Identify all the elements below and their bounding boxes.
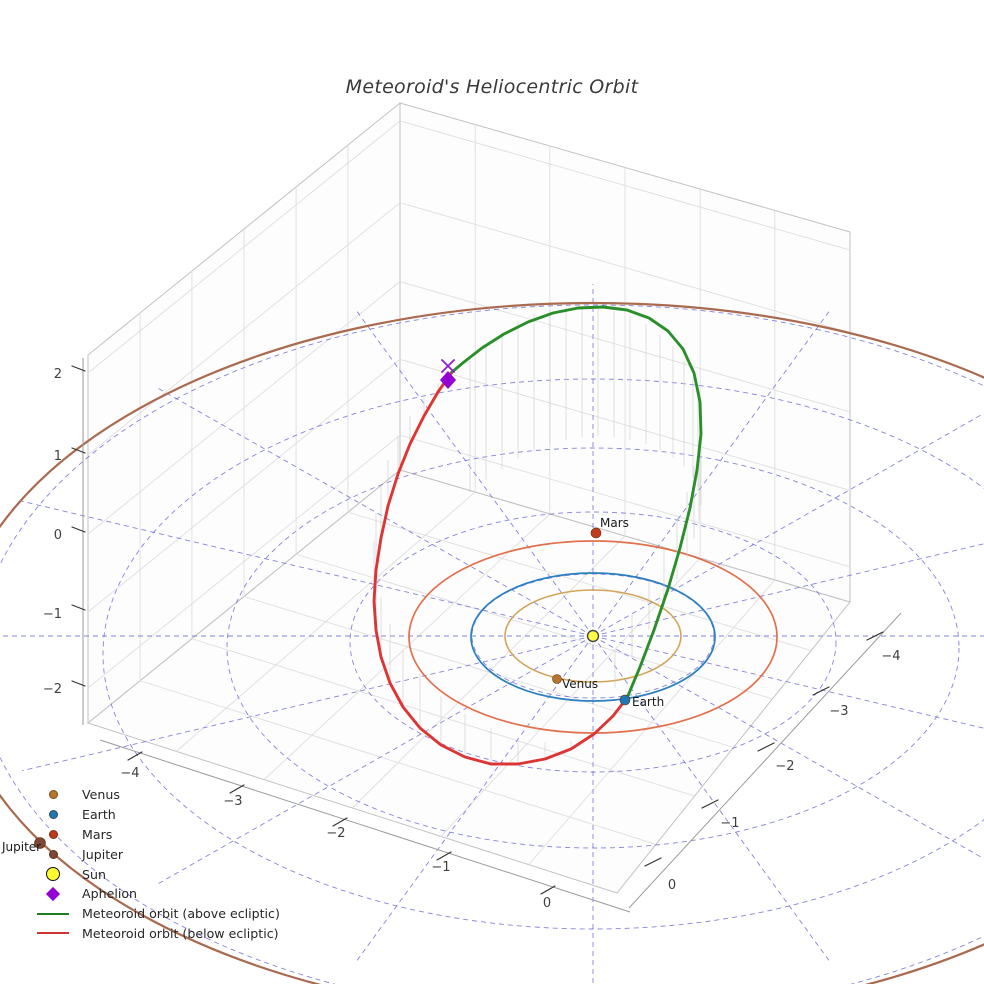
left-pane-zgrid-line — [87, 281, 401, 535]
legend-item-earth: Earth — [30, 805, 280, 825]
x-tick — [127, 751, 143, 761]
earth-marker — [619, 694, 631, 706]
left-pane-zgrid-line — [87, 120, 401, 374]
mars-marker — [590, 527, 602, 539]
x-tick-label: −4 — [120, 766, 139, 781]
z-tick-label: 2 — [54, 367, 62, 382]
x-tick-label: −2 — [326, 826, 345, 841]
legend-swatch-venus-marker-icon — [30, 790, 76, 800]
y-axis-line — [628, 612, 902, 909]
x-tick — [229, 784, 245, 794]
x-position-marker — [441, 359, 455, 373]
legend-swatch-orbit-below-line-icon — [30, 932, 76, 935]
meteoroid-orbit-below — [372, 370, 629, 766]
z-tick — [71, 447, 86, 454]
polar-spoke — [592, 635, 830, 962]
y-tick-label: −1 — [720, 816, 739, 831]
y-tick — [701, 799, 719, 809]
earth-orbit — [470, 572, 716, 702]
y-tick — [757, 742, 775, 752]
z-tick — [71, 526, 86, 533]
legend-label-earth: Earth — [82, 807, 116, 823]
legend-item-mars: Mars — [30, 825, 280, 845]
legend-swatch-sun-marker-icon — [30, 867, 76, 882]
legend-label-sun: Sun — [82, 866, 106, 882]
y-tick — [812, 686, 830, 696]
legend-item-sun: Sun — [30, 864, 280, 884]
polar-spoke — [356, 635, 594, 962]
legend-item-orbit-above: Meteoroid orbit (above ecliptic) — [30, 904, 280, 924]
x-tick-label: 0 — [543, 896, 551, 911]
legend-label-orbit-below: Meteoroid orbit (below ecliptic) — [82, 925, 279, 941]
legend-label-orbit-above: Meteoroid orbit (above ecliptic) — [82, 906, 280, 922]
earth-label: Earth — [632, 695, 664, 709]
z-tick-label: −2 — [43, 682, 62, 697]
jupiter-orbit — [0, 302, 984, 984]
sun-marker — [586, 629, 600, 643]
polar-spoke — [155, 386, 594, 637]
mars-label: Mars — [600, 516, 629, 530]
venus-orbit — [504, 589, 682, 683]
venus-marker — [552, 674, 562, 684]
y-tick — [866, 631, 884, 641]
right-pane-zgrid-line — [399, 120, 851, 251]
legend-label-aphelion: Aphelion — [82, 886, 138, 902]
polar-spoke — [592, 310, 830, 637]
legend-swatch-mars-marker-icon — [30, 829, 76, 839]
legend: Venus Earth Mars Jupiter Sun Aphelion Meteoroi… — [30, 785, 280, 943]
legend-swatch-orbit-above-line-icon — [30, 912, 76, 915]
right-pane-zgrid-line — [399, 202, 851, 333]
legend-swatch-aphelion-marker-icon — [30, 886, 76, 901]
meteoroid-orbit-above — [450, 305, 703, 700]
legend-swatch-jupiter-marker-icon — [30, 849, 76, 859]
venus-label: Venus — [562, 677, 598, 691]
legend-item-venus: Venus — [30, 785, 280, 805]
polar-spoke — [356, 310, 594, 637]
x-axis-line — [99, 739, 631, 913]
jupiter-marker — [34, 837, 46, 849]
x-tick-label: −3 — [223, 794, 242, 809]
jupiter-label: Jupiter — [1, 840, 41, 854]
legend-label-venus: Venus — [82, 787, 120, 803]
z-tick-label: 0 — [54, 528, 62, 543]
z-tick — [71, 365, 86, 372]
y-tick-label: −2 — [775, 759, 794, 774]
polar-spoke — [21, 500, 594, 637]
z-tick — [71, 680, 86, 687]
legend-swatch-earth-marker-icon — [30, 810, 76, 820]
plot-title: Meteoroid's Heliocentric Orbit — [345, 76, 639, 98]
polar-spoke — [592, 635, 984, 860]
y-tick-label: −3 — [829, 704, 848, 719]
polar-spoke — [21, 635, 594, 772]
left-pane-zgrid-line — [87, 202, 401, 456]
right-pane-zgrid-line — [399, 281, 851, 413]
z-tick-label: 1 — [54, 449, 62, 464]
legend-item-aphelion: Aphelion — [30, 884, 280, 904]
legend-label-jupiter: Jupiter — [82, 846, 124, 862]
floor-grid-line — [528, 579, 776, 865]
aphelion-marker — [440, 371, 456, 389]
legend-item-orbit-below: Meteoroid orbit (below ecliptic) — [30, 924, 280, 944]
x-tick-label: −1 — [431, 860, 450, 875]
x-tick — [436, 851, 452, 861]
y-tick — [644, 857, 662, 867]
right-pane-zgrid-line — [399, 434, 851, 568]
z-tick — [71, 604, 86, 611]
x-tick — [332, 817, 348, 827]
pane-floor — [86, 469, 851, 894]
legend-label-mars: Mars — [82, 826, 113, 842]
polar-spoke — [155, 635, 594, 886]
left-pane-zgrid-line — [87, 434, 401, 689]
x-tick — [540, 885, 556, 895]
y-tick-label: 0 — [668, 878, 676, 893]
y-tick-label: −4 — [881, 649, 900, 664]
legend-item-jupiter: Jupiter — [30, 844, 280, 864]
z-tick-label: −1 — [43, 607, 62, 622]
left-pane-zgrid-line — [87, 358, 401, 613]
right-pane-zgrid-line — [399, 358, 851, 491]
